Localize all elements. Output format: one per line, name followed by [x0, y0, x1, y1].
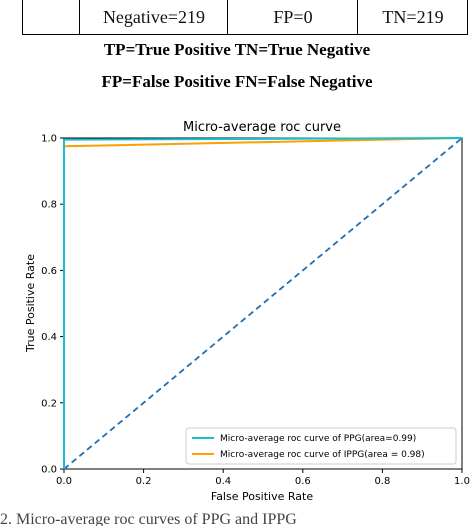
x-tick-label: 0.6: [295, 476, 311, 487]
table-cell-tn: TN=219: [357, 0, 468, 34]
y-tick-label: 0.0: [41, 465, 57, 476]
x-tick-label: 0.8: [374, 476, 390, 487]
roc-chart: Micro-average roc curve 0.0 0.2 0.4 0.6 0.8 1…: [24, 120, 470, 503]
y-tick-label: 0.6: [41, 266, 57, 277]
legend-label-ippg: Micro-average roc curve of IPPG(area = 0…: [220, 450, 425, 460]
results-table-fragment: Negative=219 FP=0 TN=219: [22, 0, 468, 35]
x-tick-label: 0.2: [136, 476, 152, 487]
chart-title: Micro-average roc curve: [183, 120, 341, 135]
y-tick-label: 0.8: [41, 200, 57, 211]
x-tick-label: 1.0: [454, 476, 470, 487]
x-tick-label: 0.0: [56, 476, 72, 487]
legend-box: [185, 427, 457, 465]
legend: Micro-average roc curve of PPG(area=0.99…: [185, 427, 457, 465]
x-axis-label: False Positive Rate: [211, 490, 313, 503]
abbreviation-line-1: TP=True Positive TN=True Negative: [103, 40, 371, 59]
y-tick-label: 0.4: [41, 332, 57, 343]
y-tick-label: 1.0: [41, 134, 57, 145]
series-line-ppg: [63, 137, 463, 469]
figure-caption: 2. Micro-average roc curves of PPG and I…: [0, 511, 297, 526]
legend-label-ppg: Micro-average roc curve of PPG(area=0.99…: [220, 434, 416, 444]
x-tick-label: 0.4: [215, 476, 231, 487]
table-cell-negative: Negative=219: [79, 0, 228, 34]
table-cell-fp: FP=0: [227, 0, 358, 34]
chance-diagonal-line: [63, 137, 463, 470]
y-tick-label: 0.2: [41, 398, 57, 409]
abbreviation-line-2: FP=False Positive FN=False Negative: [101, 72, 373, 91]
y-axis-label: True Positive Rate: [24, 254, 37, 353]
